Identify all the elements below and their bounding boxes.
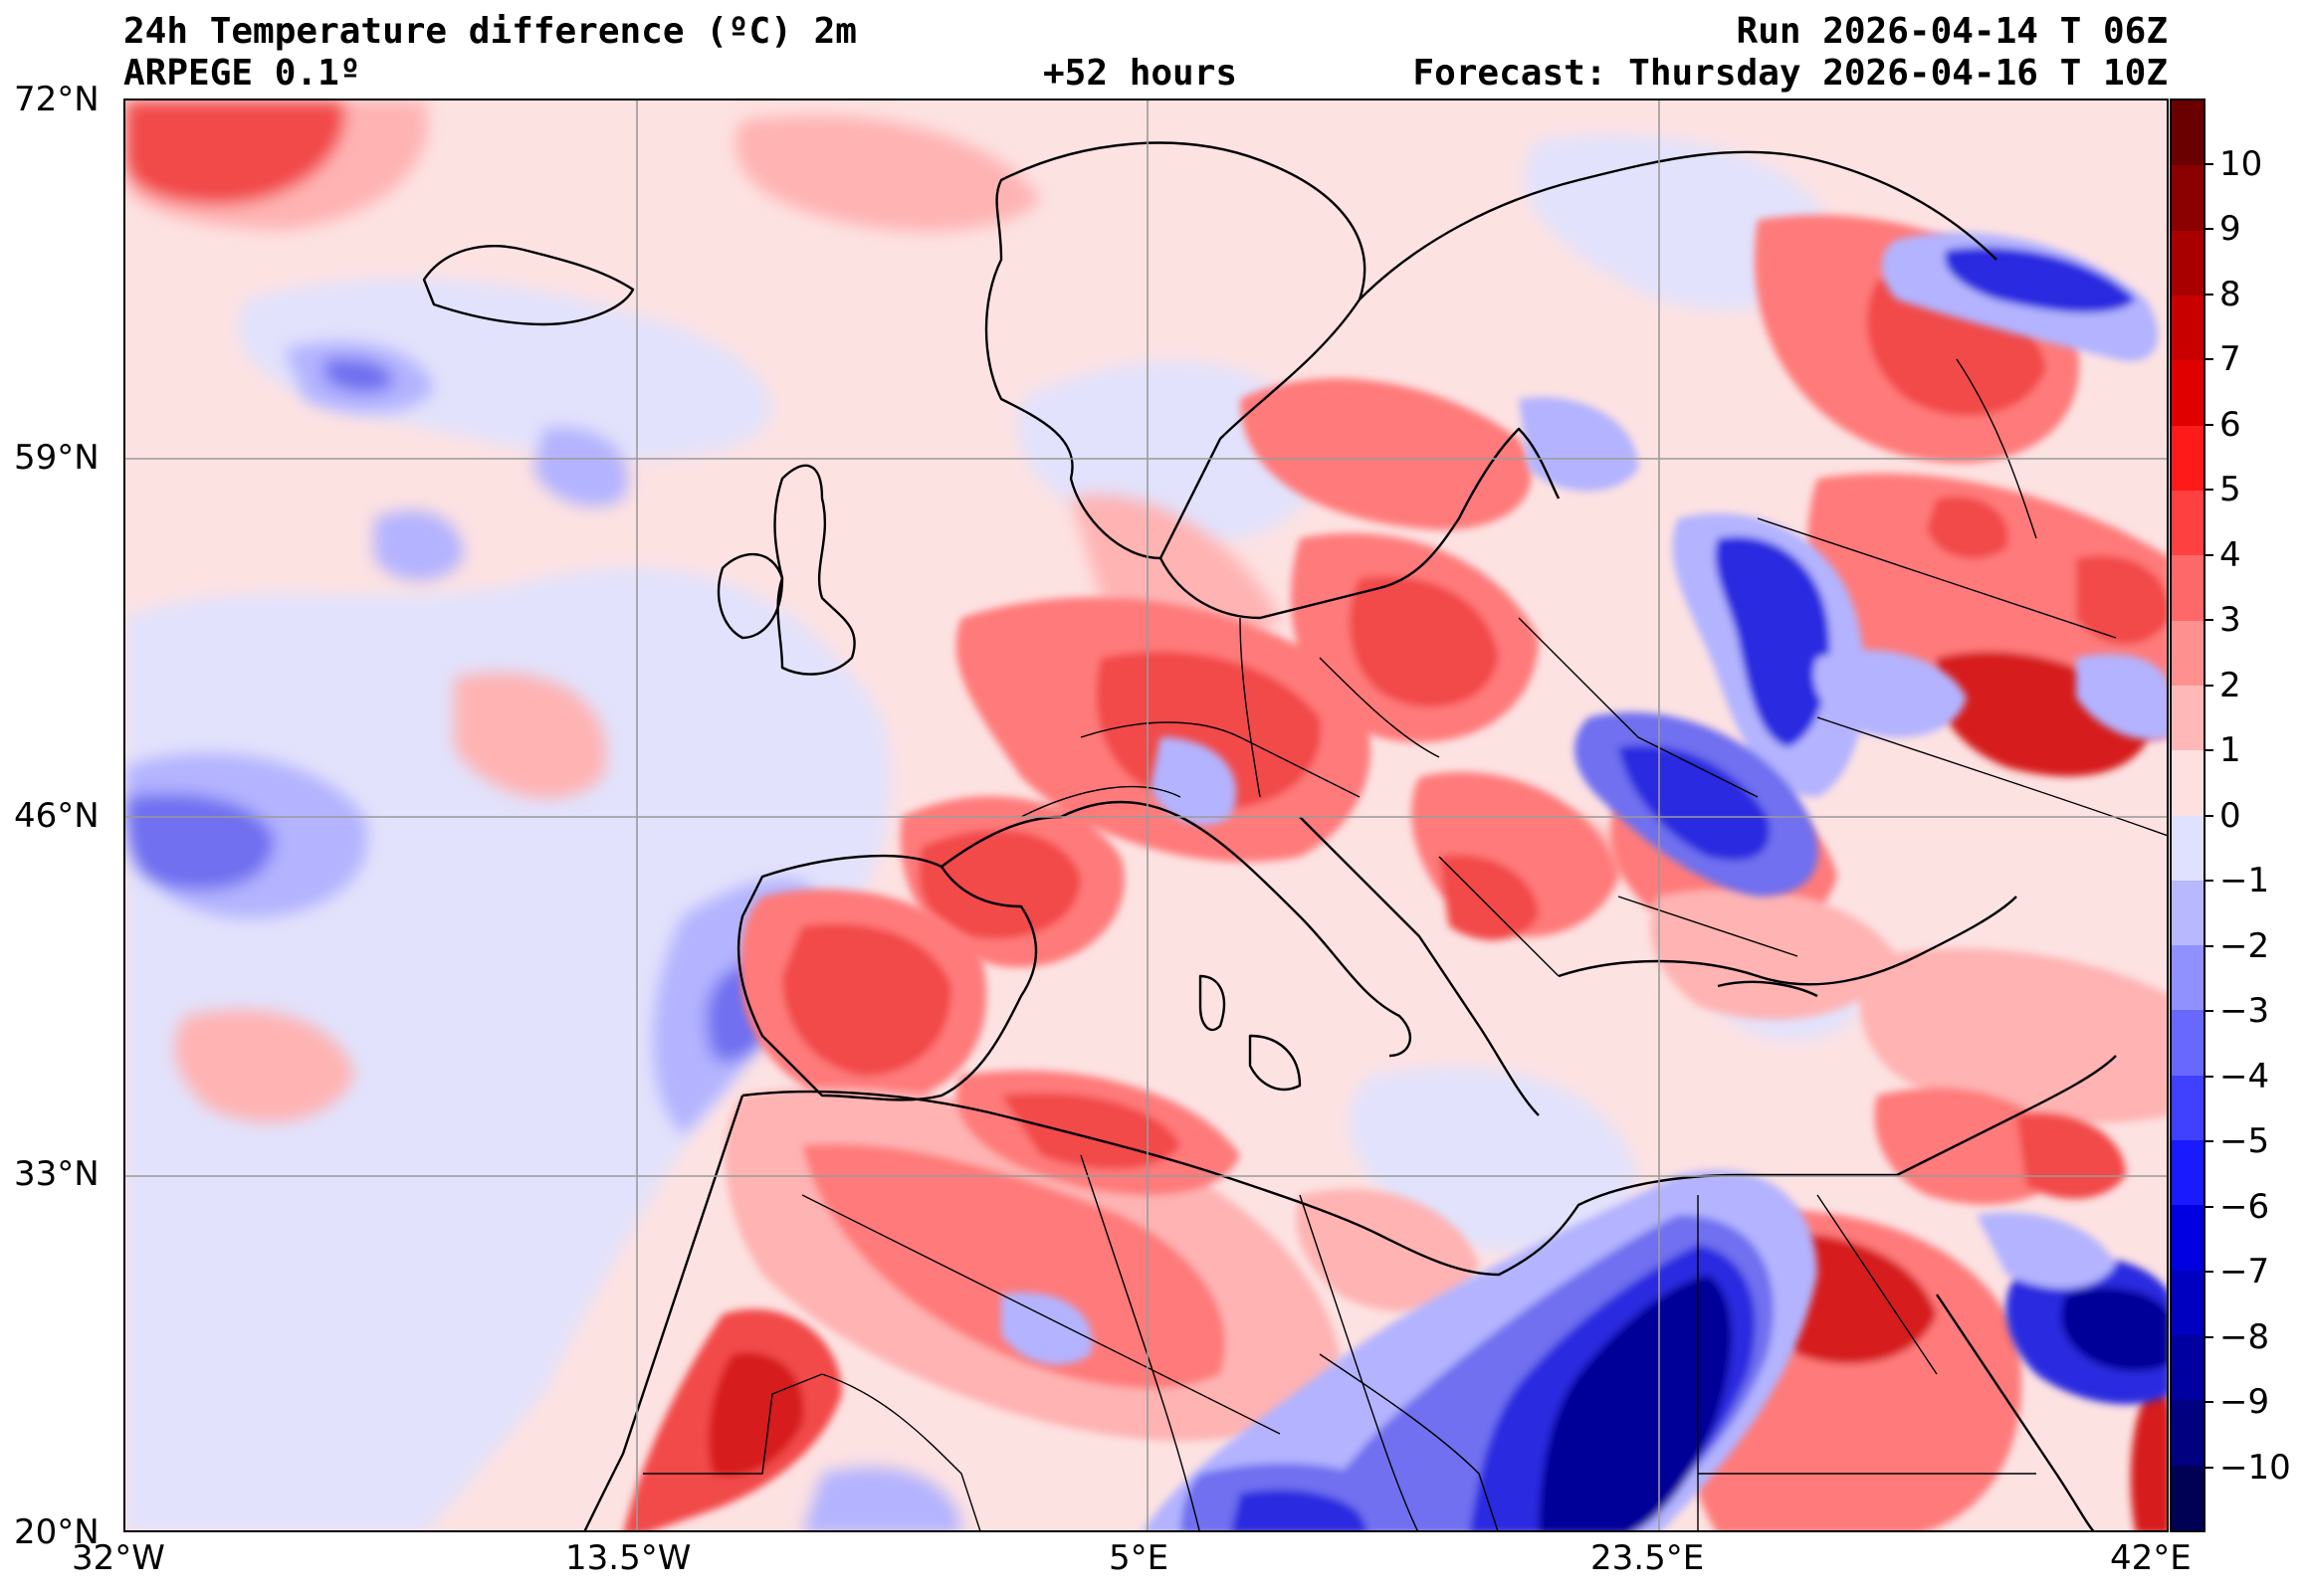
colorbar-tick — [2205, 1010, 2213, 1012]
colorbar-segment — [2172, 1465, 2204, 1531]
colorbar-label: 9 — [2219, 209, 2241, 249]
colorbar-label: 4 — [2219, 534, 2241, 575]
lat-label-59n: 59°N — [14, 438, 100, 478]
colorbar-tick — [2205, 684, 2213, 687]
colorbar-segment — [2172, 100, 2204, 166]
colorbar-label: 8 — [2219, 274, 2241, 314]
lon-label-13-5w: 13.5°W — [565, 1538, 692, 1578]
colorbar-segment — [2172, 880, 2204, 946]
colorbar-tick — [2205, 749, 2213, 751]
colorbar-segment — [2172, 1335, 2204, 1401]
land-cold-sahara — [1143, 1169, 2167, 1530]
colorbar-tick — [2205, 162, 2213, 165]
colorbar-label: 10 — [2219, 143, 2263, 184]
run-label: Run 2026-04-14 T 06Z — [1736, 11, 2168, 52]
colorbar-label: −9 — [2219, 1382, 2270, 1422]
colorbar-tick — [2205, 1271, 2213, 1273]
colorbar-segment — [2172, 425, 2204, 492]
colorbar-tick — [2205, 944, 2213, 947]
colorbar-label: −1 — [2219, 861, 2270, 900]
colorbar-tick — [2205, 1205, 2213, 1208]
colorbar-label: −7 — [2219, 1252, 2270, 1292]
colorbar-tick — [2205, 1140, 2213, 1142]
coastlines — [422, 141, 2117, 1530]
colorbar-tick — [2205, 358, 2213, 360]
colorbar-segment — [2172, 1270, 2204, 1336]
colorbar-label: −6 — [2219, 1186, 2270, 1227]
colorbar-tick — [2205, 553, 2213, 556]
colorbar-label: 1 — [2219, 730, 2241, 770]
colorbar-tick — [2205, 489, 2213, 491]
forecast-label: Forecast: Thursday 2026-04-16 T 10Z — [1412, 53, 2168, 94]
colorbar-tick — [2205, 1466, 2213, 1469]
lat-label-20n: 20°N — [14, 1512, 100, 1552]
colorbar-tick — [2205, 228, 2213, 230]
colorbar-segment — [2172, 230, 2204, 297]
colorbar-tick — [2205, 423, 2213, 426]
colorbar-tick — [2205, 619, 2213, 621]
colorbar-segment — [2172, 1205, 2204, 1272]
colorbar-label: −8 — [2219, 1316, 2270, 1357]
colorbar-segment — [2172, 1075, 2204, 1141]
lat-label-72n: 72°N — [14, 80, 100, 119]
colorbar-label: −5 — [2219, 1121, 2270, 1161]
colorbar-segment — [2172, 1400, 2204, 1467]
colorbar-label: 0 — [2219, 795, 2241, 836]
colorbar-tick — [2205, 880, 2213, 882]
colorbar-segment — [2172, 750, 2204, 816]
colorbar-segment — [2172, 295, 2204, 361]
lead-time-label: +52 hours — [1043, 53, 1238, 94]
model-label: ARPEGE 0.1º — [123, 53, 361, 94]
colorbar-label: 7 — [2219, 339, 2241, 379]
colorbar-segment — [2172, 490, 2204, 556]
lon-label-42e: 42°E — [2110, 1538, 2192, 1578]
colorbar-label: 5 — [2219, 470, 2241, 509]
lat-label-46n: 46°N — [14, 796, 100, 836]
colorbar-tick — [2205, 814, 2213, 817]
colorbar-tick — [2205, 1335, 2213, 1338]
colorbar-label: 3 — [2219, 600, 2241, 640]
colorbar-label: 2 — [2219, 665, 2241, 705]
colorbar-segment — [2172, 1010, 2204, 1077]
colorbar-tick — [2205, 293, 2213, 296]
colorbar — [2170, 99, 2205, 1532]
colorbar-label: −3 — [2219, 991, 2270, 1031]
land-cold-areas — [1001, 232, 2167, 1365]
temperature-difference-map — [125, 100, 2167, 1530]
colorbar-tick — [2205, 1075, 2213, 1078]
colorbar-label: −4 — [2219, 1056, 2270, 1097]
colorbar-segment — [2172, 555, 2204, 622]
colorbar-segment — [2172, 360, 2204, 427]
colorbar-segment — [2172, 620, 2204, 687]
colorbar-segment — [2172, 945, 2204, 1011]
colorbar-segment — [2172, 685, 2204, 751]
colorbar-segment — [2172, 815, 2204, 882]
country-borders — [643, 358, 2167, 1530]
lon-label-5e: 5°E — [1109, 1538, 1169, 1578]
map-area[interactable] — [123, 99, 2169, 1532]
colorbar-label: −2 — [2219, 925, 2270, 966]
lon-label-23-5e: 23.5°E — [1590, 1538, 1705, 1578]
colorbar-tick — [2205, 1401, 2213, 1403]
colorbar-label: 6 — [2219, 404, 2241, 445]
map-title: 24h Temperature difference (ºC) 2m — [123, 11, 857, 52]
colorbar-label: −10 — [2219, 1447, 2291, 1488]
lat-label-33n: 33°N — [14, 1154, 100, 1194]
colorbar-segment — [2172, 1140, 2204, 1206]
lon-label-32w: 32°W — [72, 1538, 165, 1578]
colorbar-segment — [2172, 165, 2204, 232]
graticule — [125, 100, 2167, 1530]
